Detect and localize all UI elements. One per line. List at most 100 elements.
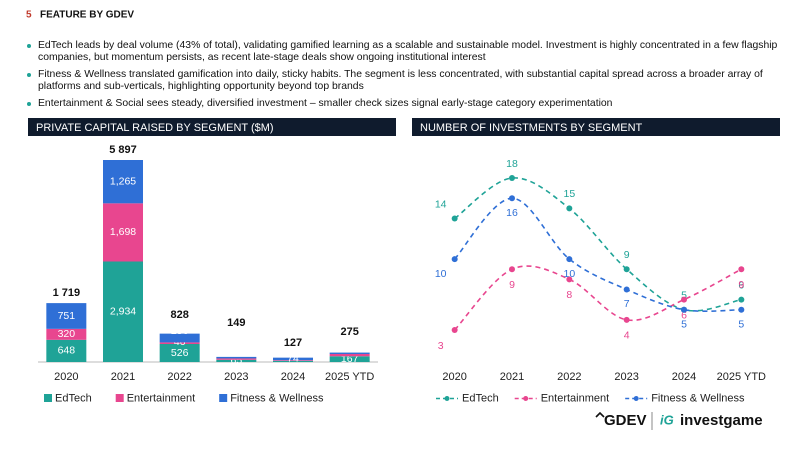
point — [738, 306, 745, 313]
bar-segment — [159, 333, 200, 343]
point — [738, 296, 745, 303]
point — [681, 296, 687, 303]
logo: investgame — [680, 412, 763, 429]
value-label: 1,698 — [110, 226, 136, 238]
x-tick-label: 2020 — [442, 371, 466, 383]
value-label: 526 — [171, 347, 189, 359]
value-label: 320 — [58, 328, 76, 340]
point — [509, 195, 515, 202]
point — [681, 306, 687, 313]
value-label: 18 — [506, 158, 518, 170]
x-tick-label: 2021 — [111, 371, 135, 383]
bar-segment — [273, 357, 313, 361]
bar-segment — [46, 303, 87, 329]
value-label: 6 — [738, 279, 744, 291]
point — [623, 286, 630, 293]
bullet: EdTech leads by deal volume (43% of tota… — [26, 40, 788, 65]
bar-segment — [159, 342, 200, 344]
bullet: Entertainment & Social sees steady, dive… — [26, 98, 788, 110]
value-label: 4 — [624, 330, 630, 342]
value-label: 3 — [438, 340, 444, 352]
bar-segment — [273, 360, 313, 361]
bar-segment — [216, 358, 257, 360]
point — [566, 276, 573, 283]
series-line — [454, 177, 742, 312]
bar-segment — [216, 359, 257, 362]
value-label: 14 — [435, 198, 447, 210]
chart-title: NUMBER OF INVESTMENTS BY SEGMENT — [420, 122, 643, 134]
bar-segment — [103, 203, 143, 262]
value-label: 5 — [681, 290, 687, 302]
value-label: 9 — [738, 279, 744, 291]
value-label: 648 — [58, 345, 76, 357]
value-label: 45 — [230, 333, 242, 345]
point — [451, 215, 458, 222]
value-label: 5 — [681, 319, 687, 331]
value-label: 15 — [563, 188, 575, 200]
point — [509, 266, 515, 273]
legend-label: EdTech — [55, 392, 92, 404]
legend-swatch — [115, 394, 124, 402]
legend-swatch — [219, 394, 228, 402]
legend-dot — [523, 396, 529, 401]
x-tick-label: 2022 — [167, 371, 191, 383]
bar-segment — [329, 352, 370, 354]
bar-segment — [329, 353, 370, 357]
bar-segment — [46, 339, 87, 362]
value-label: 7 — [624, 298, 630, 310]
chart-title: PRIVATE CAPITAL RAISED BY SEGMENT ($M) — [36, 122, 274, 134]
value-label: 751 — [58, 310, 76, 322]
value-label: 2,934 — [110, 306, 136, 318]
legend-label: Entertainment — [541, 392, 609, 404]
bullet-list: EdTech leads by deal volume (43% of tota… — [26, 40, 788, 114]
bar-segment — [159, 343, 200, 362]
point — [623, 316, 630, 323]
legend-label: EdTech — [462, 392, 499, 404]
value-label: 16 — [506, 207, 518, 219]
value-label: 39 — [230, 344, 242, 356]
total-label: 1 719 — [53, 287, 81, 299]
total-label: 5 897 — [109, 144, 137, 156]
bar-segment — [46, 328, 87, 340]
value-label: 5 — [738, 319, 744, 331]
series-line — [454, 265, 742, 331]
logo-icon: iG — [660, 412, 674, 427]
value-label: 8 — [566, 289, 572, 301]
legend-label: Fitness & Wellness — [230, 392, 324, 404]
value-label: 1,265 — [110, 175, 136, 187]
bar-segment — [216, 356, 257, 359]
value-label: 9 — [624, 249, 630, 261]
bar-segment — [273, 360, 313, 362]
value-label: 65 — [230, 355, 242, 367]
legend-dot — [444, 396, 450, 401]
x-tick-label: 2023 — [224, 371, 248, 383]
x-tick-label: 2024 — [672, 371, 696, 383]
x-tick-label: 2022 — [557, 371, 581, 383]
value-label: 10 — [563, 268, 575, 280]
bar-segment — [103, 160, 143, 204]
legend-label: Entertainment — [127, 392, 195, 404]
point — [738, 266, 745, 273]
point — [566, 256, 573, 263]
point — [451, 327, 458, 333]
point — [566, 205, 573, 212]
value-label: 256 — [171, 325, 189, 337]
point — [509, 175, 515, 181]
total-label: 149 — [227, 317, 245, 329]
total-label: 828 — [170, 309, 188, 321]
bullet: Fitness & Wellness translated gamificati… — [26, 69, 788, 94]
section-title: FEATURE BY GDEV — [40, 10, 134, 21]
chart-title-bar — [28, 118, 396, 136]
x-tick-label: 2025 YTD — [325, 371, 374, 383]
x-tick-label: 2023 — [614, 371, 638, 383]
total-label: 275 — [340, 326, 358, 338]
value-label: 9 — [509, 279, 515, 291]
series-line — [454, 197, 742, 313]
logo: GDEV — [604, 412, 647, 429]
chart-title-bar — [412, 118, 780, 136]
logo-mark — [595, 411, 605, 418]
x-tick-label: 2021 — [500, 371, 524, 383]
bar-segment — [329, 356, 370, 362]
